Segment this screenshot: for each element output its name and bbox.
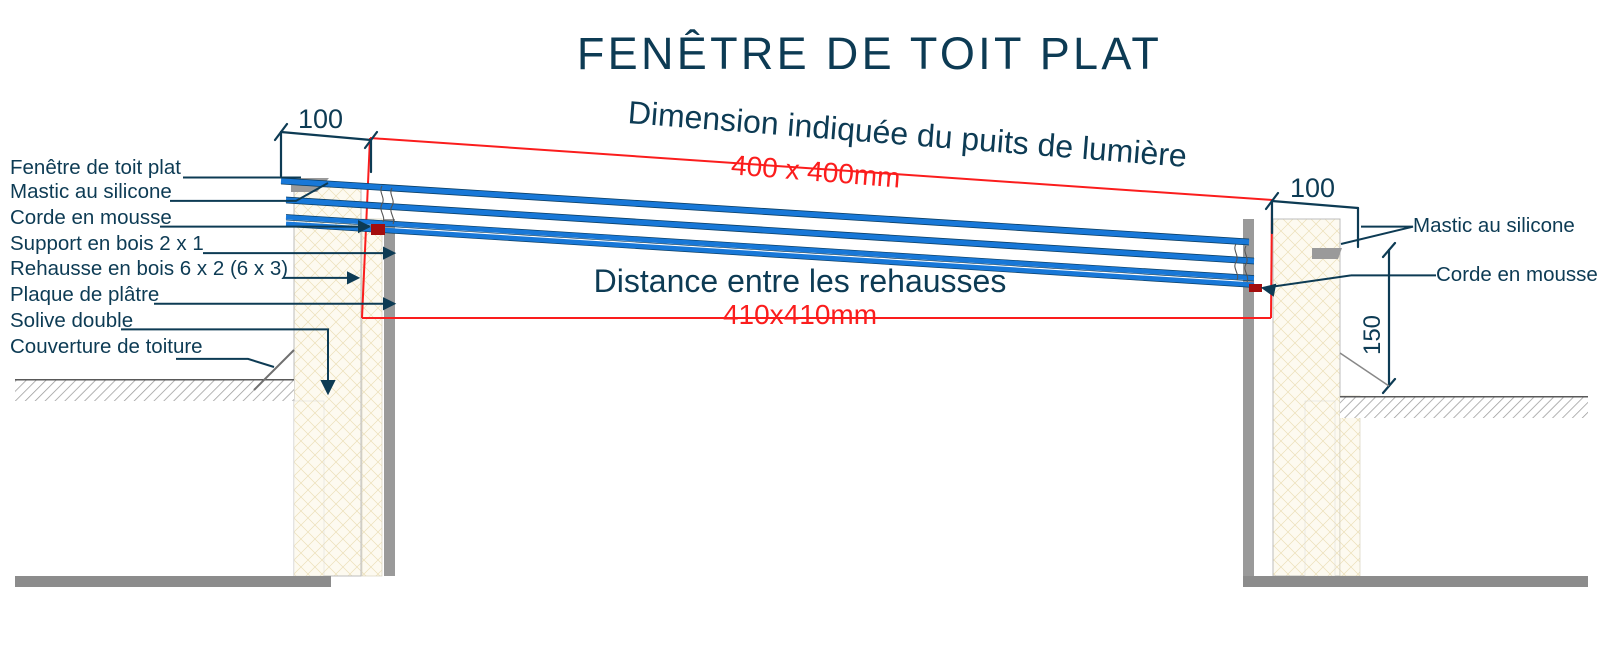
svg-text:Distance entre les rehausses: Distance entre les rehausses bbox=[594, 263, 1007, 299]
svg-text:Solive double: Solive double bbox=[10, 309, 133, 332]
svg-text:400 x 400mm: 400 x 400mm bbox=[730, 149, 902, 193]
svg-text:150: 150 bbox=[1359, 315, 1386, 355]
svg-text:Couverture de toiture: Couverture de toiture bbox=[10, 335, 203, 358]
svg-text:Fenêtre de toit plat: Fenêtre de toit plat bbox=[10, 156, 181, 179]
svg-text:Corde en mousse: Corde en mousse bbox=[1436, 263, 1598, 286]
svg-text:Rehausse en bois 6 x 2 (6 x 3): Rehausse en bois 6 x 2 (6 x 3) bbox=[10, 257, 288, 280]
svg-text:100: 100 bbox=[1290, 173, 1335, 203]
svg-text:Plaque de plâtre: Plaque de plâtre bbox=[10, 283, 159, 306]
svg-text:410x410mm: 410x410mm bbox=[723, 299, 877, 330]
svg-text:100: 100 bbox=[298, 104, 343, 134]
svg-text:Corde en mousse: Corde en mousse bbox=[10, 206, 172, 229]
svg-text:Mastic au silicone: Mastic au silicone bbox=[10, 180, 172, 203]
svg-text:Mastic au silicone: Mastic au silicone bbox=[1413, 214, 1575, 237]
svg-text:Support en bois 2 x 1: Support en bois 2 x 1 bbox=[10, 232, 204, 255]
